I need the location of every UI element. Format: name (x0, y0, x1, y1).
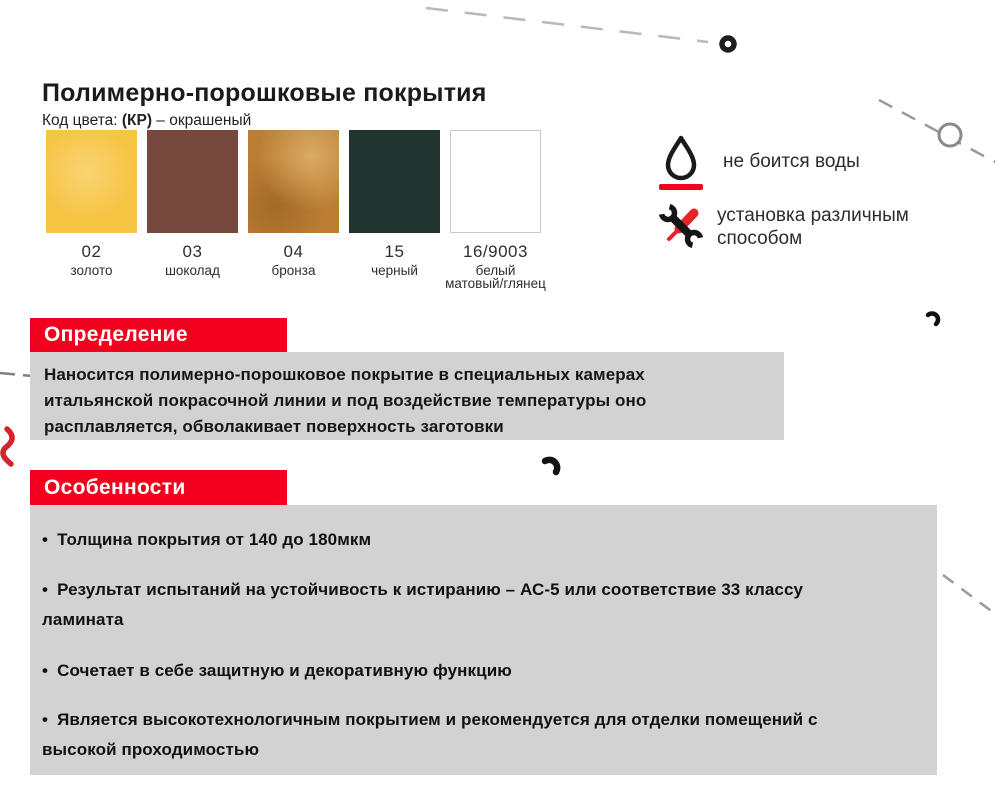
swatch-chocolate: 03 шоколад (147, 130, 238, 290)
tools-icon (655, 201, 707, 251)
subtitle-suffix: – окрашеный (152, 111, 252, 129)
swatch-color-white (450, 130, 541, 233)
water-drop-icon (655, 135, 707, 190)
definition-heading-banner: Определение (30, 318, 287, 352)
features-list: Толщина покрытия от 140 до 180мкм Резуль… (42, 525, 921, 765)
feature-item: Сочетает в себе защитную и декоративную … (42, 656, 921, 686)
squiggle-icon (0, 426, 15, 467)
swatch-black: 15 черный (349, 130, 440, 290)
features-panel: Толщина покрытия от 140 до 180мкм Резуль… (30, 505, 937, 775)
swatch-gold: 02 золото (46, 130, 137, 290)
benefit-installation: установка различным способом (655, 201, 965, 251)
swatch-code: 02 (81, 242, 102, 261)
definition-body: Наносится полимерно-порошковое покрытие … (44, 365, 647, 436)
swatch-name: золото (70, 263, 113, 278)
swatch-name: черный (371, 263, 418, 278)
subtitle-prefix: Код цвета: (42, 111, 122, 129)
feature-item: Результат испытаний на устойчивость к ис… (42, 575, 921, 635)
dashed-line-top (425, 6, 709, 44)
swatch-name: бронза (271, 263, 316, 278)
definition-heading: Определение (44, 323, 188, 346)
subtitle-code: (КР) (121, 111, 152, 129)
swatch-color-black (349, 130, 440, 233)
swatch-color-chocolate (147, 130, 238, 233)
feature-item: Является высокотехнологичным покрытием и… (42, 705, 921, 765)
comma-icon-small (925, 311, 941, 327)
swatch-bronze: 04 бронза (248, 130, 339, 290)
color-code-subtitle: Код цвета: (КР) – окрашеный (42, 112, 251, 130)
swatch-name: белый матовый/глянец (445, 263, 546, 291)
swatch-color-gold (46, 130, 137, 233)
swatch-code: 04 (283, 242, 304, 261)
swatch-name: шоколад (165, 263, 220, 278)
comma-icon-large (541, 456, 561, 476)
benefit-label: не боится воды (723, 151, 860, 172)
swatch-code: 16/9003 (463, 242, 528, 261)
swatch-code: 03 (182, 242, 203, 261)
dashed-line-left (0, 371, 32, 378)
ring-icon (719, 35, 737, 53)
features-heading: Особенности (44, 475, 186, 499)
page-title: Полимерно-порошковые покрытия (42, 78, 487, 107)
swatch-code: 15 (384, 242, 405, 261)
color-swatch-row: 02 золото 03 шоколад 04 бронза 15 черный… (46, 130, 546, 290)
features-heading-banner: Особенности (30, 470, 287, 505)
benefit-water: не боится воды (655, 135, 965, 190)
feature-item: Толщина покрытия от 140 до 180мкм (42, 525, 921, 555)
swatch-color-bronze (248, 130, 339, 233)
red-underline (659, 184, 703, 190)
benefit-label: установка различным способом (717, 205, 909, 249)
benefits-list: не боится воды установка различным спосо… (655, 135, 965, 251)
definition-panel: Наносится полимерно-порошковое покрытие … (30, 352, 784, 440)
dashed-line-bottom-right (942, 573, 999, 618)
swatch-white: 16/9003 белый матовый/глянец (445, 130, 546, 290)
